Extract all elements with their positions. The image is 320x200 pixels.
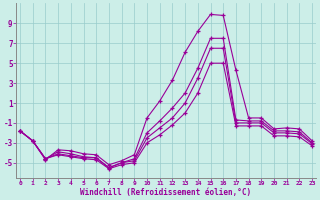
- X-axis label: Windchill (Refroidissement éolien,°C): Windchill (Refroidissement éolien,°C): [81, 188, 252, 197]
